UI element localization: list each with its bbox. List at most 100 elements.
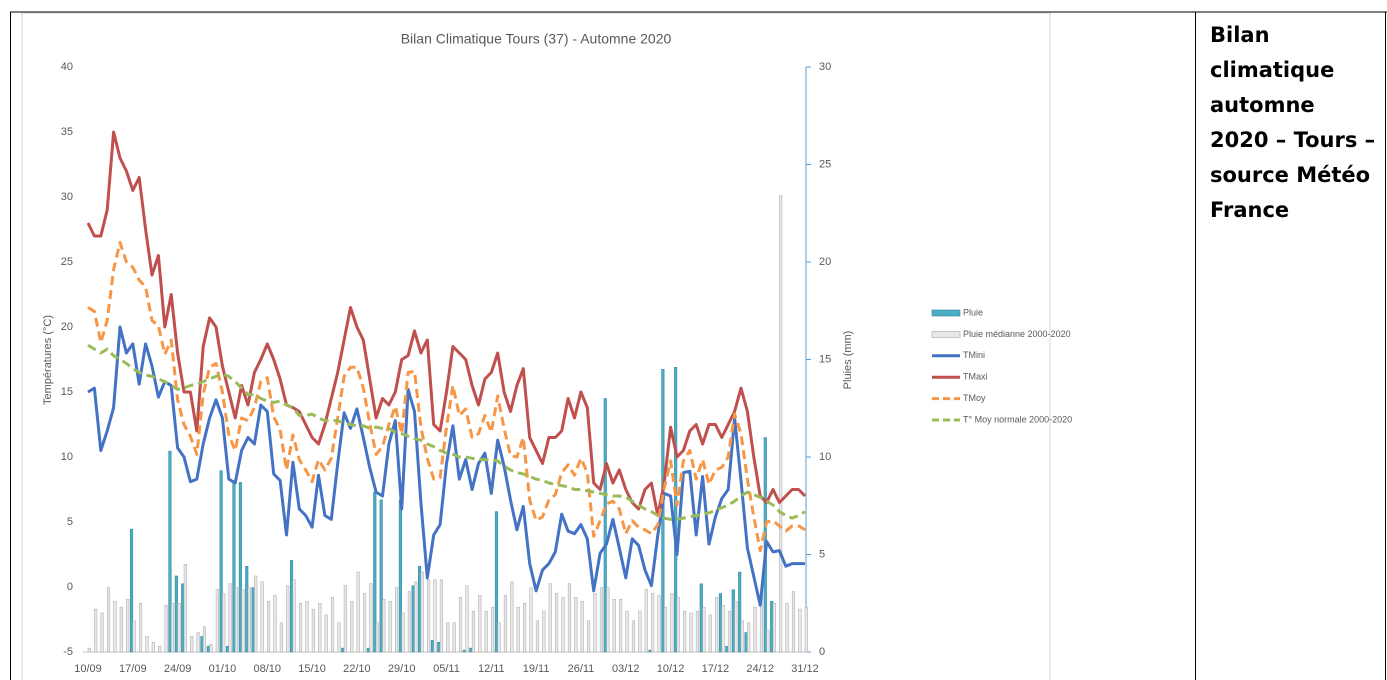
y-tick-label: 15 — [61, 386, 73, 398]
bar — [772, 603, 776, 653]
legend-label: TMoy — [963, 393, 986, 403]
bar — [702, 606, 706, 653]
bar — [318, 603, 322, 653]
bar — [657, 595, 661, 653]
bar — [363, 593, 367, 653]
bar — [164, 604, 168, 653]
bar — [375, 622, 379, 653]
y-tick-label: 0 — [67, 581, 73, 593]
bar — [200, 636, 204, 653]
bar — [718, 593, 723, 653]
bar — [190, 636, 194, 653]
bar — [145, 636, 149, 653]
y2-tick-label: 20 — [819, 256, 831, 268]
bar — [183, 564, 187, 653]
x-tick-label: 31/12 — [791, 663, 819, 675]
bar — [382, 599, 386, 653]
bar — [469, 647, 473, 653]
bar — [529, 587, 533, 653]
x-tick-label: 01/10 — [209, 663, 237, 675]
bar — [503, 595, 507, 653]
bar — [497, 622, 501, 653]
bar — [619, 599, 623, 653]
x-tick-label: 24/09 — [164, 663, 192, 675]
bar — [430, 640, 434, 653]
bar — [94, 608, 98, 653]
bar — [245, 565, 249, 653]
y2-tick-label: 30 — [819, 61, 831, 73]
y-tick-label: -5 — [63, 646, 73, 658]
x-tick-label: 08/10 — [253, 663, 281, 675]
bar — [708, 614, 712, 653]
bar — [177, 603, 181, 653]
bar — [337, 622, 341, 653]
y-tick-label: 35 — [61, 126, 73, 138]
bar — [215, 589, 219, 653]
bar — [106, 587, 111, 653]
bar — [206, 645, 210, 653]
bar — [241, 589, 245, 653]
bar — [587, 620, 591, 653]
bar — [725, 645, 729, 653]
y2-axis-title: Pluies (mm) — [842, 331, 854, 390]
legend-label: TMini — [963, 350, 985, 360]
bar — [785, 603, 789, 653]
y2-tick-label: 5 — [819, 548, 825, 560]
bar — [366, 647, 370, 653]
bar — [651, 593, 655, 653]
x-tick-label: 12/11 — [478, 663, 505, 675]
bar — [411, 585, 415, 653]
bar — [798, 608, 802, 653]
bar — [395, 587, 399, 653]
bar — [260, 581, 264, 653]
side-text: Bilan climatique automne 2020 – Tours – … — [1210, 23, 1376, 222]
bar — [418, 565, 422, 653]
chart-frame — [21, 12, 1051, 680]
legend-swatch — [931, 331, 961, 338]
bar — [446, 622, 450, 653]
x-tick-label: 03/12 — [612, 663, 640, 675]
bar — [555, 593, 559, 653]
bar — [779, 195, 783, 653]
bar — [126, 599, 130, 653]
bar — [580, 601, 584, 653]
bar — [228, 583, 232, 653]
bar — [356, 571, 360, 653]
bar — [612, 599, 616, 653]
bar — [523, 603, 527, 653]
bar — [753, 606, 757, 653]
bar — [414, 581, 418, 653]
bar — [670, 593, 674, 653]
bar — [567, 583, 571, 653]
x-tick-label: 05/11 — [433, 663, 460, 675]
bar — [373, 491, 377, 653]
bar — [770, 601, 774, 653]
bar — [625, 610, 629, 653]
bar — [158, 645, 162, 653]
bar — [254, 575, 258, 653]
bar — [478, 595, 482, 653]
bar — [174, 575, 178, 653]
bar — [744, 632, 748, 653]
bar — [548, 583, 552, 653]
bar — [407, 591, 411, 653]
x-tick-label: 10/09 — [74, 663, 102, 675]
bar — [401, 612, 405, 653]
y-tick-label: 10 — [61, 451, 73, 463]
bar — [437, 642, 441, 653]
bar — [465, 585, 469, 653]
line — [86, 130, 807, 517]
y2-tick-label: 15 — [819, 353, 831, 365]
bar — [638, 610, 642, 653]
bar — [100, 612, 104, 653]
bar — [196, 632, 200, 653]
bar — [219, 470, 223, 653]
bar — [631, 620, 636, 653]
bar — [721, 604, 725, 653]
bar — [603, 398, 607, 653]
bar — [324, 614, 328, 653]
bar — [305, 601, 309, 653]
bar — [747, 622, 751, 653]
